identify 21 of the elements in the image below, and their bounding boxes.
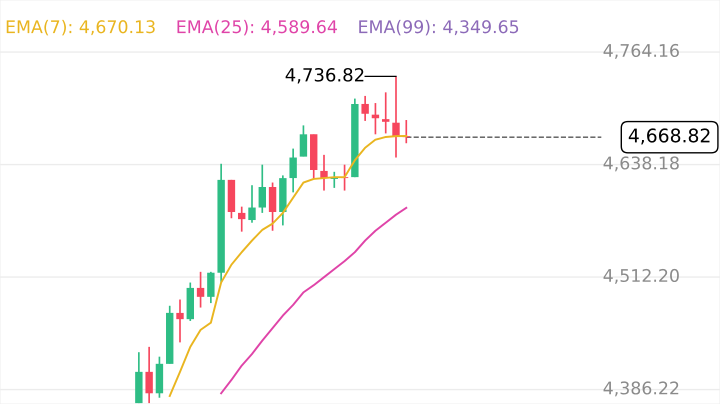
candlestick [258, 164, 266, 214]
annotation: 4,736.82 [286, 68, 364, 84]
candlestick [248, 184, 256, 224]
line-series [220, 206, 408, 394]
candlestick [361, 95, 369, 122]
y-tick-label: 4,512.20 [604, 268, 679, 284]
y-tick-label: 4,386.22 [604, 381, 678, 396]
candlestick [372, 102, 380, 136]
candlestick [238, 206, 246, 232]
y-tick-label: 4,764.16 [604, 44, 679, 59]
candlestick [382, 92, 390, 134]
candlestick [289, 148, 297, 194]
candlestick [176, 298, 184, 344]
legend-label: EMA(99): 4,349.65 [359, 20, 518, 36]
text: EMA(25): 4,589.64 [177, 20, 337, 36]
ref-line-label: 4,668.82 [628, 128, 710, 145]
candlestick [300, 124, 308, 158]
y-tick-label: 4,638.18 [604, 156, 679, 172]
candlestick [196, 271, 204, 308]
candlestick [145, 346, 153, 404]
text: EMA(7): 4,670.13 [6, 20, 155, 36]
